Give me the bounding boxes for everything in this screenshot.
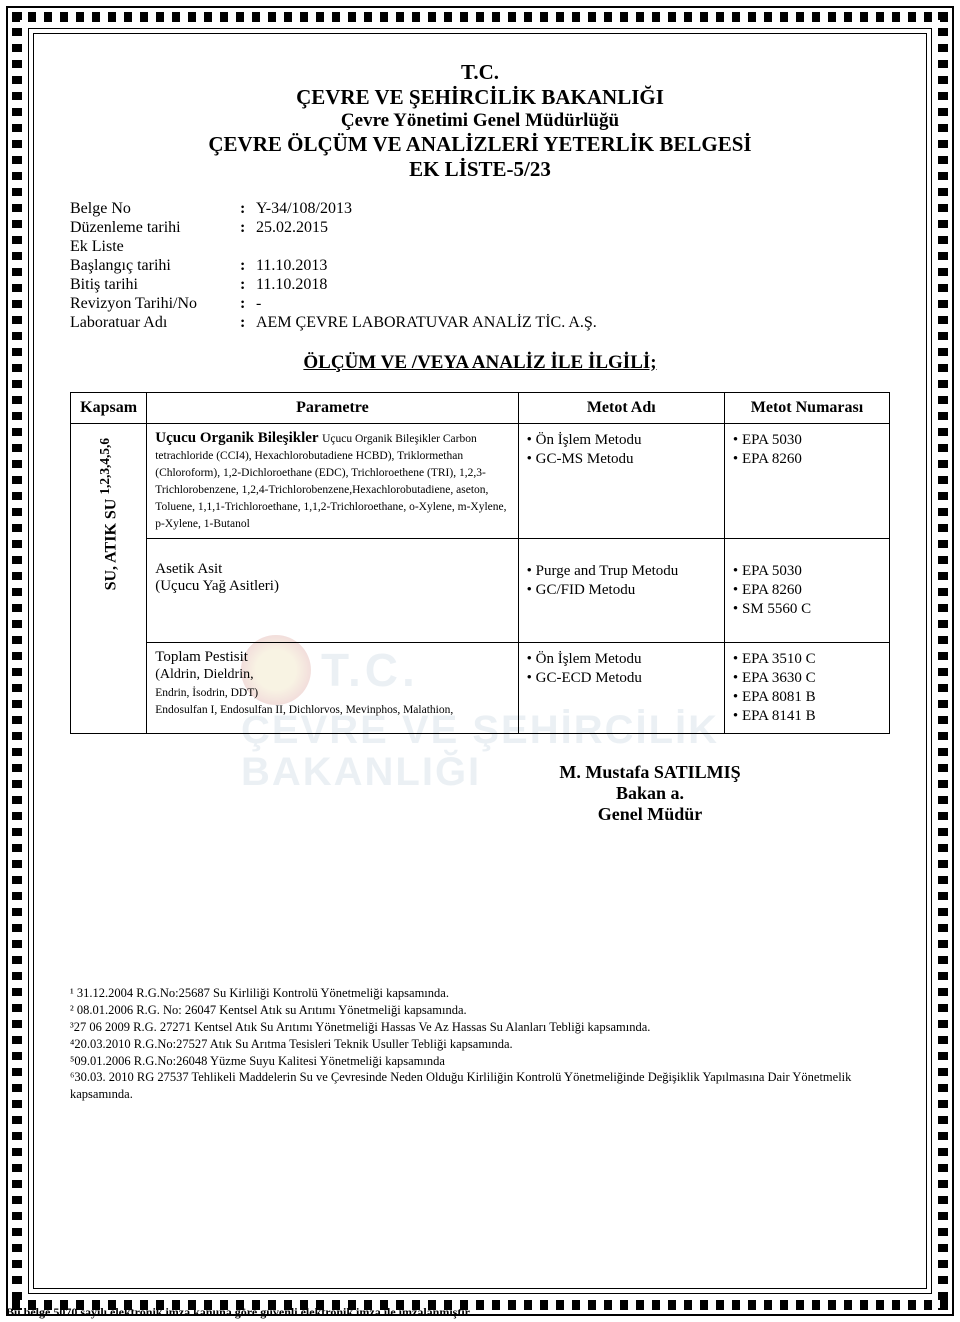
bottom-note: Bu belge 5070 sayılı elektronik imza kan… xyxy=(6,1305,472,1320)
meta-row: Ek Liste xyxy=(70,238,890,256)
meta-value: Y-34/108/2013 xyxy=(256,200,890,218)
footnote-item: ⁴20.03.2010 R.G.No:27527 Atık Su Arıtma … xyxy=(70,1036,890,1053)
meta-label: Düzenleme tarihi xyxy=(70,219,240,237)
meta-colon: : xyxy=(240,257,256,275)
param-cell: Asetik Asit (Uçucu Yağ Asitleri) xyxy=(147,539,518,643)
number-cell: EPA 5030 EPA 8260 xyxy=(724,424,889,539)
method-item: GC/FID Metodu xyxy=(527,582,716,599)
meta-row: Revizyon Tarihi/No : - xyxy=(70,295,890,313)
number-item: EPA 3510 C xyxy=(733,651,881,668)
kapsam-sup: 1,2,3,4,5,6 xyxy=(97,438,112,495)
param-title: Uçucu Organik Bileşikler xyxy=(155,430,322,446)
footnotes: ¹ 31.12.2004 R.G.No:25687 Su Kirliliği K… xyxy=(70,985,890,1103)
meta-row: Düzenleme tarihi : 25.02.2015 xyxy=(70,219,890,237)
meta-row: Laboratuar Adı : AEM ÇEVRE LABORATUVAR A… xyxy=(70,314,890,332)
meta-label: Revizyon Tarihi/No xyxy=(70,295,240,313)
meta-colon: : xyxy=(240,219,256,237)
meta-colon: : xyxy=(240,276,256,294)
number-item: EPA 8081 B xyxy=(733,689,881,706)
meta-label: Belge No xyxy=(70,200,240,218)
param-small-line: Endrin, İsodrin, DDT) xyxy=(155,687,258,699)
meta-value: AEM ÇEVRE LABORATUVAR ANALİZ TİC. A.Ş. xyxy=(256,314,890,332)
number-item: EPA 8260 xyxy=(733,582,881,599)
table-row: Asetik Asit (Uçucu Yağ Asitleri) Purge a… xyxy=(71,539,890,643)
meta-label: Laboratuar Adı xyxy=(70,314,240,332)
meta-value: - xyxy=(256,295,890,313)
param-line: Toplam Pestisit xyxy=(155,649,509,666)
meta-colon xyxy=(240,238,256,256)
th-metot-no: Metot Numarası xyxy=(724,393,889,424)
header-line4: ÇEVRE ÖLÇÜM VE ANALİZLERİ YETERLİK BELGE… xyxy=(70,132,890,157)
metadata-block: Belge No : Y-34/108/2013 Düzenleme tarih… xyxy=(70,200,890,332)
number-item: EPA 8260 xyxy=(733,451,881,468)
analysis-table-wrap: Kapsam Parametre Metot Adı Metot Numaras… xyxy=(70,392,890,734)
number-item: EPA 5030 xyxy=(733,432,881,449)
header-line1: T.C. xyxy=(70,60,890,85)
method-item: GC-MS Metodu xyxy=(527,451,716,468)
meta-row: Belge No : Y-34/108/2013 xyxy=(70,200,890,218)
meta-value: 11.10.2013 xyxy=(256,257,890,275)
th-parametre: Parametre xyxy=(147,393,518,424)
header-line3: Çevre Yönetimi Genel Müdürlüğü xyxy=(70,110,890,132)
header-line2: ÇEVRE VE ŞEHİRCİLİK BAKANLIĞI xyxy=(70,85,890,110)
meta-label: Başlangıç tarihi xyxy=(70,257,240,275)
param-small-line: Endosulfan I, Endosulfan II, Dichlorvos,… xyxy=(155,704,453,716)
meta-row: Bitiş tarihi : 11.10.2018 xyxy=(70,276,890,294)
table-row: SU, ATIK SU 1,2,3,4,5,6 Uçucu Organik Bi… xyxy=(71,424,890,539)
meta-value: 11.10.2018 xyxy=(256,276,890,294)
method-item: Ön İşlem Metodu xyxy=(527,432,716,449)
table-row: Toplam Pestisit (Aldrin, Dieldrin, Endri… xyxy=(71,643,890,734)
method-cell: Ön İşlem Metodu GC-MS Metodu xyxy=(518,424,724,539)
section-title: ÖLÇÜM VE /VEYA ANALİZ İLE İLGİLİ; xyxy=(70,352,890,374)
param-small-line: (Aldrin, Dieldrin, xyxy=(155,667,253,682)
kapsam-cell: SU, ATIK SU 1,2,3,4,5,6 xyxy=(71,424,147,734)
method-cell: Purge and Trup Metodu GC/FID Metodu xyxy=(518,539,724,643)
kapsam-label: SU, ATIK SU 1,2,3,4,5,6 xyxy=(97,430,120,598)
number-item: EPA 5030 xyxy=(733,563,881,580)
footnote-item: ¹ 31.12.2004 R.G.No:25687 Su Kirliliği K… xyxy=(70,985,890,1002)
meta-row: Başlangıç tarihi : 11.10.2013 xyxy=(70,257,890,275)
th-metot-adi: Metot Adı xyxy=(518,393,724,424)
footnote-item: ³27 06 2009 R.G. 27271 Kentsel Atık Su A… xyxy=(70,1019,890,1036)
header-line5: EK LİSTE-5/23 xyxy=(70,157,890,182)
method-item: Ön İşlem Metodu xyxy=(527,651,716,668)
method-item: GC-ECD Metodu xyxy=(527,670,716,687)
signature-role2: Genel Müdür xyxy=(500,804,800,825)
meta-label: Bitiş tarihi xyxy=(70,276,240,294)
th-kapsam: Kapsam xyxy=(71,393,147,424)
number-item: EPA 8141 B xyxy=(733,708,881,725)
param-cell: Uçucu Organik Bileşikler Uçucu Organik B… xyxy=(147,424,518,539)
document-header: T.C. ÇEVRE VE ŞEHİRCİLİK BAKANLIĞI Çevre… xyxy=(70,60,890,182)
signature-block: M. Mustafa SATILMIŞ Bakan a. Genel Müdür xyxy=(500,762,800,825)
footnote-item: ² 08.01.2006 R.G. No: 26047 Kentsel Atık… xyxy=(70,1002,890,1019)
table-header-row: Kapsam Parametre Metot Adı Metot Numaras… xyxy=(71,393,890,424)
signature-role1: Bakan a. xyxy=(500,783,800,804)
footnote-item: ⁵09.01.2006 R.G.No:26048 Yüzme Suyu Kali… xyxy=(70,1053,890,1070)
meta-label: Ek Liste xyxy=(70,238,240,256)
number-item: EPA 3630 C xyxy=(733,670,881,687)
kapsam-text: SU, ATIK SU xyxy=(102,495,119,591)
number-item: SM 5560 C xyxy=(733,601,881,618)
param-detail: Uçucu Organik Bileşikler Carbon tetrachl… xyxy=(155,433,506,530)
meta-value xyxy=(256,238,890,256)
method-item: Purge and Trup Metodu xyxy=(527,563,716,580)
number-cell: EPA 3510 C EPA 3630 C EPA 8081 B EPA 814… xyxy=(724,643,889,734)
meta-colon: : xyxy=(240,295,256,313)
param-line: Asetik Asit xyxy=(155,561,509,578)
meta-colon: : xyxy=(240,314,256,332)
number-cell: EPA 5030 EPA 8260 SM 5560 C xyxy=(724,539,889,643)
document-page: T.C. ÇEVRE VE ŞEHİRCİLİK BAKANLIĞI T.C. … xyxy=(0,0,960,1322)
method-cell: Ön İşlem Metodu GC-ECD Metodu xyxy=(518,643,724,734)
analysis-table: Kapsam Parametre Metot Adı Metot Numaras… xyxy=(70,392,890,734)
param-cell: Toplam Pestisit (Aldrin, Dieldrin, Endri… xyxy=(147,643,518,734)
meta-colon: : xyxy=(240,200,256,218)
footnote-item: ⁶30.03. 2010 RG 27537 Tehlikeli Maddeler… xyxy=(70,1069,890,1103)
signature-name: M. Mustafa SATILMIŞ xyxy=(500,762,800,783)
meta-value: 25.02.2015 xyxy=(256,219,890,237)
param-line: (Uçucu Yağ Asitleri) xyxy=(155,578,509,595)
